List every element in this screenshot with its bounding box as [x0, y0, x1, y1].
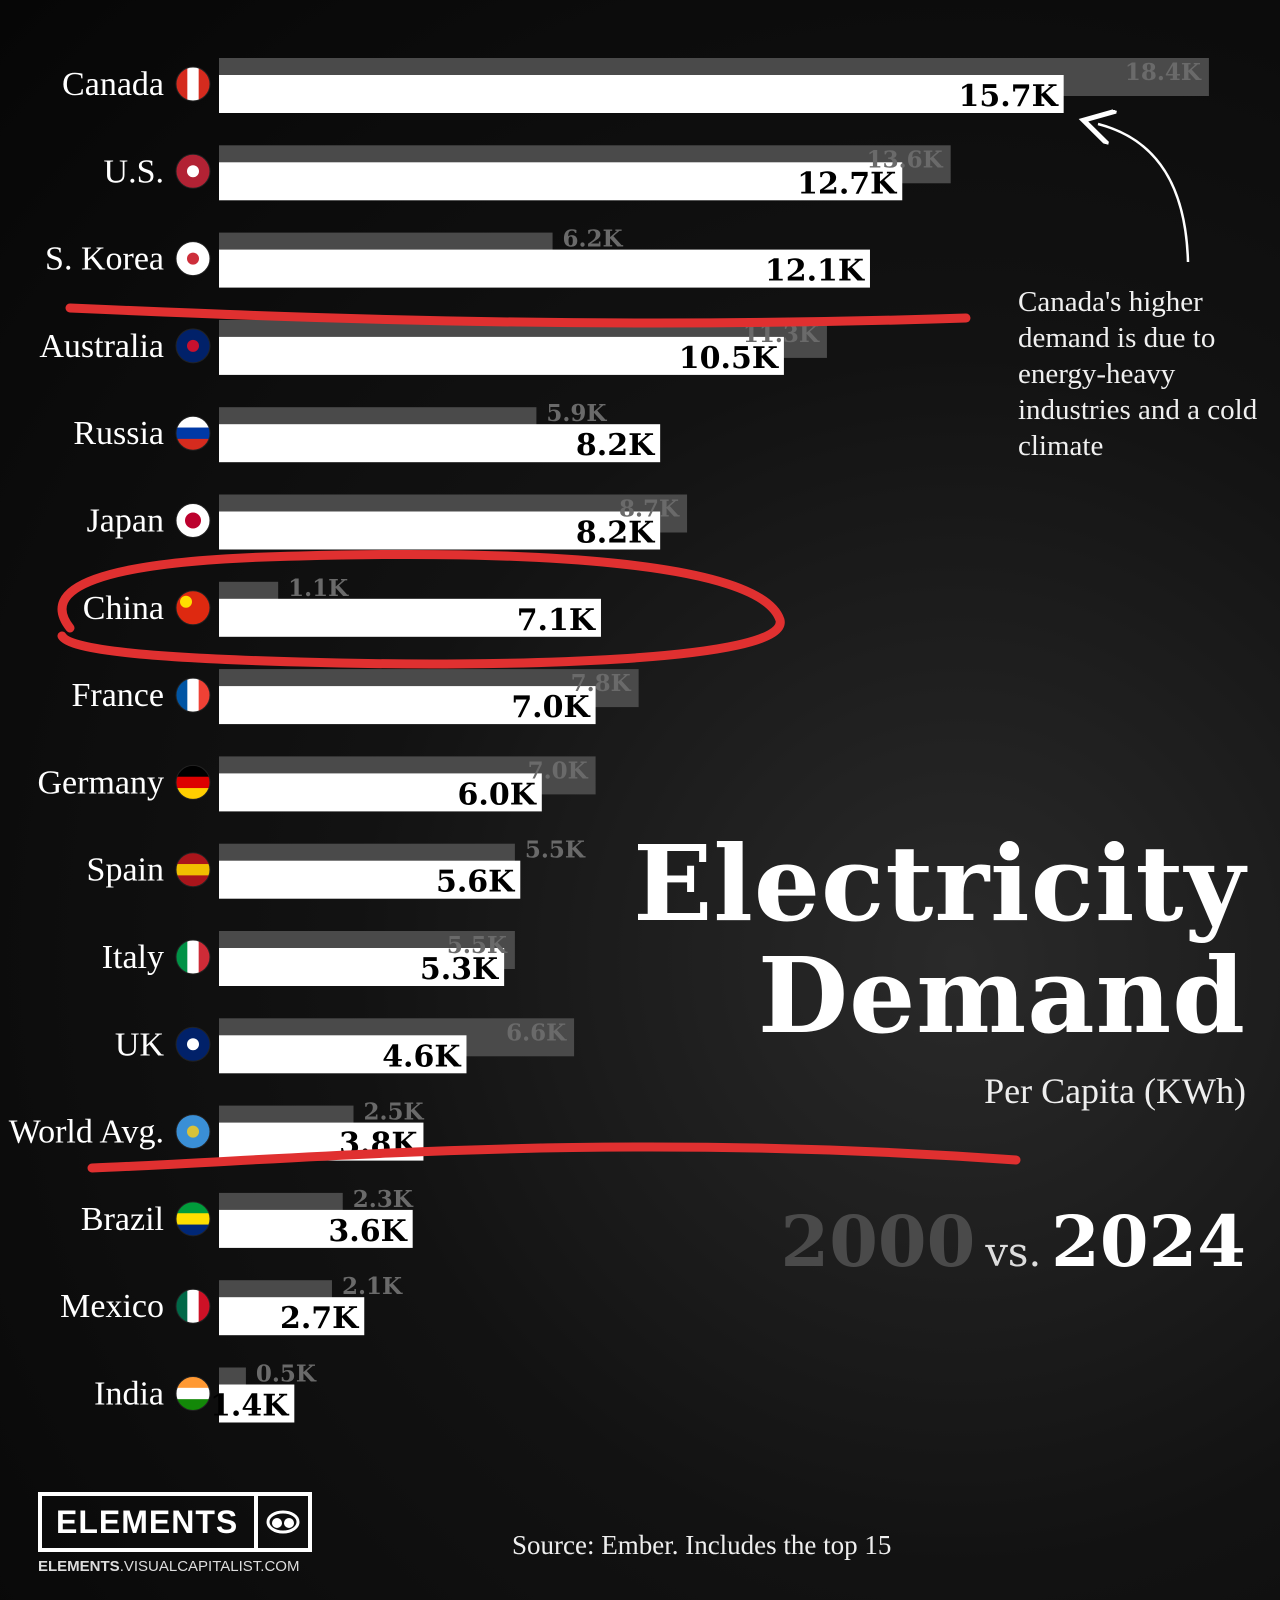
label-2000-france: 7.8K	[571, 670, 632, 697]
label-2024-spain: 5.6K	[436, 865, 515, 900]
label-2024-germany: 6.0K	[458, 777, 537, 812]
logo-url: ELEMENTS.VISUALCAPITALIST.COM	[38, 1558, 300, 1575]
flag-u-s-icon	[175, 153, 211, 189]
label-2024-s-korea: 12.1K	[765, 254, 865, 289]
label-2000-spain: 5.5K	[525, 837, 586, 864]
label-2000-u-s: 13.6K	[867, 146, 944, 173]
label-2000-brazil: 2.3K	[353, 1186, 414, 1213]
bar-2024-australia	[219, 336, 784, 375]
highlight-ellipse-china	[57, 550, 785, 669]
flag-canada-icon	[175, 66, 211, 102]
bar-2024-italy	[219, 948, 505, 986]
bar-2024-germany	[219, 773, 542, 812]
annotation-arrow	[1098, 124, 1190, 263]
flag-china-icon	[175, 590, 211, 626]
category-label-china: China	[83, 590, 164, 627]
label-2024-brazil: 3.6K	[328, 1214, 407, 1249]
year-legend: 2000 vs. 2024	[781, 1200, 1247, 1283]
label-2024-uk: 4.6K	[382, 1039, 461, 1074]
label-2000-russia: 5.9K	[546, 400, 607, 427]
category-label-s-korea: S. Korea	[45, 241, 164, 278]
category-label-italy: Italy	[102, 939, 164, 976]
label-2000-japan: 8.7K	[619, 496, 680, 523]
label-2024-russia: 8.2K	[576, 428, 655, 463]
flag-france-icon	[175, 677, 211, 713]
bar-2024-uk	[219, 1035, 467, 1074]
flag-japan-icon	[175, 503, 211, 538]
bar-2024-japan	[219, 511, 661, 550]
category-label-russia: Russia	[73, 415, 164, 452]
category-label-canada: Canada	[62, 66, 164, 103]
bar-2024-india	[219, 1384, 295, 1423]
legend-2024: 2024	[1051, 1200, 1246, 1283]
elements-logo: ELEMENTS	[38, 1492, 312, 1552]
label-2024-india: 1.4K	[210, 1389, 289, 1424]
source-note: Source: Ember. Includes the top 15	[512, 1530, 892, 1560]
flag-uk-icon	[175, 1026, 211, 1062]
label-2000-china: 1.1K	[288, 575, 349, 602]
flag-brazil-icon	[175, 1201, 211, 1237]
label-2024-china: 7.1K	[517, 603, 596, 638]
flag-italy-icon	[175, 939, 211, 975]
label-2024-italy: 5.3K	[420, 952, 499, 987]
canada-annotation: Canada's higher demand is due to energy-…	[1018, 286, 1258, 462]
chart-title-line1: Electricity	[633, 822, 1246, 945]
label-2000-italy: 5.5K	[447, 932, 508, 959]
category-label-world-avg: World Avg.	[9, 1114, 164, 1151]
label-2000-germany: 7.0K	[528, 757, 589, 784]
category-label-brazil: Brazil	[81, 1201, 164, 1238]
label-2000-india: 0.5K	[256, 1361, 317, 1388]
highlight-underline-world	[87, 1142, 1021, 1173]
category-label-australia: Australia	[39, 328, 164, 365]
bar-2024-u-s	[219, 162, 903, 201]
chart-title-block: Electricity Demand Per Capita (KWh)	[633, 832, 1246, 1112]
bar-2024-mexico	[219, 1297, 365, 1336]
chart-title-line2: Demand	[757, 934, 1246, 1057]
bar-2024-spain	[219, 860, 521, 899]
bar-2024-brazil	[219, 1209, 413, 1248]
category-label-france: France	[71, 677, 164, 714]
category-label-india: India	[94, 1376, 164, 1413]
bar-2024-canada	[219, 75, 1064, 113]
flag-s-korea-icon	[175, 241, 211, 277]
logo-text: ELEMENTS	[56, 1503, 239, 1540]
label-2000-mexico: 2.1K	[342, 1273, 403, 1300]
bar-2024-russia	[219, 424, 661, 463]
label-2024-japan: 8.2K	[576, 516, 655, 551]
category-label-mexico: Mexico	[60, 1288, 164, 1325]
label-2024-australia: 10.5K	[679, 341, 779, 376]
category-label-uk: UK	[115, 1026, 165, 1063]
flag-spain-icon	[175, 852, 211, 888]
bar-2024-china	[219, 598, 601, 637]
flag-world-avg-icon	[175, 1114, 211, 1150]
flag-mexico-icon	[175, 1288, 211, 1324]
category-label-u-s: U.S.	[104, 153, 164, 190]
label-2000-uk: 6.6K	[506, 1019, 567, 1046]
label-2024-u-s: 12.7K	[797, 166, 897, 201]
flag-australia-icon	[175, 328, 211, 364]
chart-subtitle: Per Capita (KWh)	[984, 1071, 1246, 1111]
label-2024-mexico: 2.7K	[280, 1301, 359, 1336]
bar-2024-france	[219, 686, 596, 725]
label-2024-france: 7.0K	[511, 690, 590, 725]
label-2000-world-avg: 2.5K	[364, 1099, 425, 1126]
label-2000-s-korea: 6.2K	[563, 226, 624, 253]
legend-2000: 2000	[780, 1200, 976, 1283]
category-label-japan: Japan	[87, 503, 164, 540]
legend-vs: vs.	[985, 1230, 1042, 1276]
label-2024-canada: 15.7K	[959, 79, 1059, 114]
label-2000-canada: 18.4K	[1125, 59, 1202, 86]
logo-mark-icon	[254, 1496, 308, 1548]
highlight-underline-skorea	[65, 303, 971, 328]
bar-2024-s-korea	[219, 249, 870, 288]
flag-germany-icon	[175, 764, 211, 800]
category-label-spain: Spain	[87, 852, 164, 889]
flag-russia-icon	[175, 415, 211, 451]
category-label-germany: Germany	[37, 764, 164, 801]
flag-india-icon	[175, 1376, 211, 1411]
